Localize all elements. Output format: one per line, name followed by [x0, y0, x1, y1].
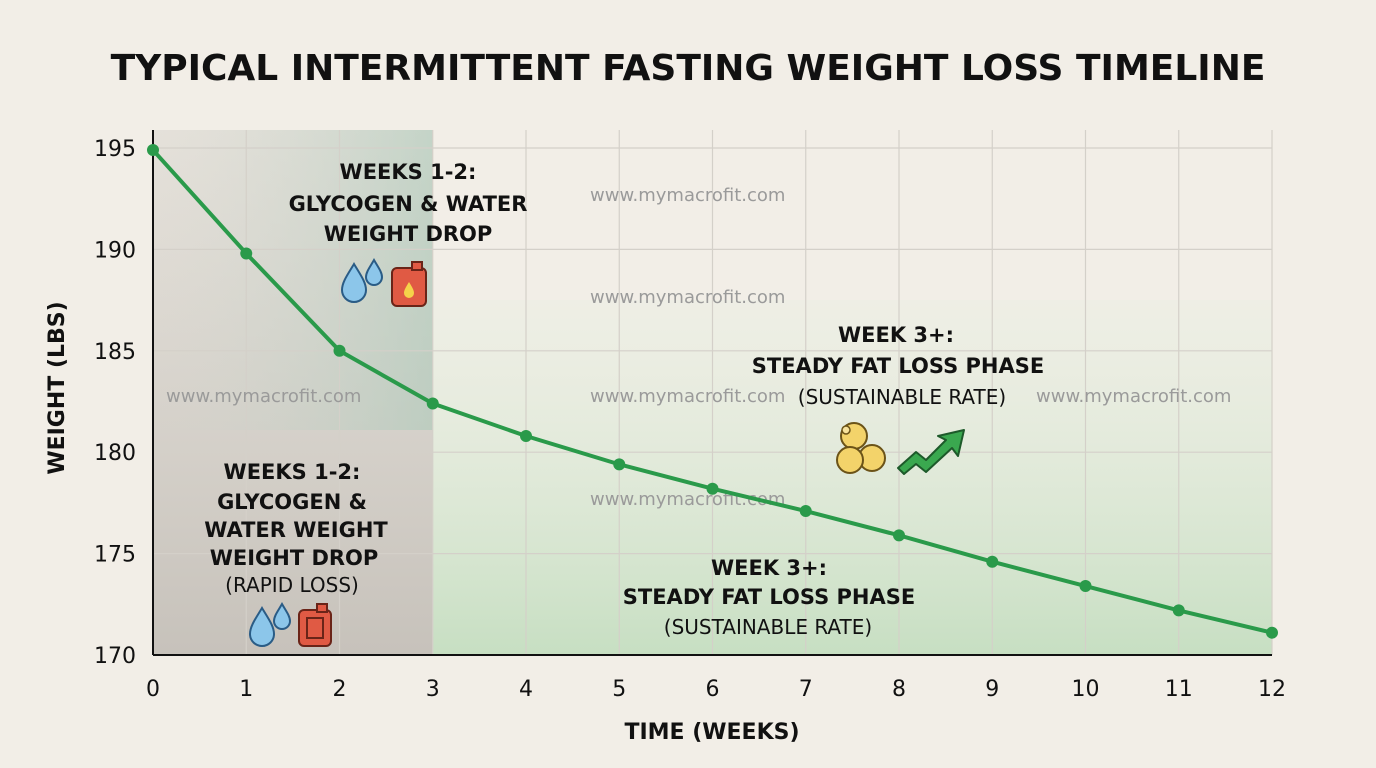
x-tick-label: 7: [799, 677, 813, 702]
fuel-can-icon: [298, 603, 332, 647]
x-tick-label: 8: [892, 677, 906, 702]
data-point: [147, 144, 159, 157]
x-tick-label: 6: [706, 677, 720, 702]
y-tick-labels: 195 190 185 180 175 170: [94, 137, 136, 669]
trend-arrow-icon: [897, 429, 965, 475]
series-weight: [147, 144, 1278, 639]
x-tick-label: 12: [1258, 677, 1286, 702]
annotation-line: WEEK 3+:: [711, 556, 827, 580]
x-tick-label: 2: [333, 677, 347, 702]
watermark-text: www.mymacrofit.com: [590, 185, 785, 206]
data-point: [1079, 580, 1092, 593]
annotation-steady-lower: WEEK 3+: STEADY FAT LOSS PHASE (SUSTAINA…: [623, 556, 915, 639]
annotation-line: WEEKS 1-2:: [340, 160, 477, 184]
annotation-line: WEIGHT DROP: [324, 222, 493, 246]
y-tick-label: 195: [94, 137, 136, 162]
data-point: [799, 505, 812, 518]
y-tick-label: 190: [94, 238, 136, 263]
data-point: [426, 397, 439, 410]
watermark-text: www.mymacrofit.com: [1036, 386, 1231, 407]
annotation-note: (SUSTAINABLE RATE): [798, 385, 1006, 409]
x-tick-label: 11: [1165, 677, 1193, 702]
annotation-note: (SUSTAINABLE RATE): [664, 615, 872, 639]
annotation-line: STEADY FAT LOSS PHASE: [752, 354, 1044, 378]
annotation-rapid-lower: WEEKS 1-2: GLYCOGEN & WATER WEIGHT WEIGH…: [204, 460, 388, 597]
y-axis-label: WEIGHT (LBS): [45, 301, 70, 474]
water-drops-icon: [340, 257, 384, 303]
x-tick-label: 3: [426, 677, 440, 702]
water-drops-icon: [248, 601, 292, 647]
x-tick-label: 5: [612, 677, 626, 702]
x-tick-labels: 0 1 2 3 4 5 6 7 8 9 10 11 12: [146, 677, 1286, 702]
y-tick-label: 175: [94, 543, 136, 568]
fuel-can-icon: [391, 261, 427, 307]
annotation-line: WEEKS 1-2:: [224, 460, 361, 484]
annotation-line: WEEK 3+:: [838, 323, 954, 347]
annotation-steady-upper: WEEK 3+: STEADY FAT LOSS PHASE (SUSTAINA…: [752, 323, 1044, 409]
annotation-line: STEADY FAT LOSS PHASE: [623, 585, 915, 609]
data-point: [986, 555, 999, 568]
x-axis-label: TIME (WEEKS): [624, 720, 799, 745]
axes: [152, 130, 1272, 656]
y-tick-label: 185: [94, 340, 136, 365]
watermark-text: www.mymacrofit.com: [166, 386, 361, 407]
annotation-line: WATER WEIGHT: [204, 518, 388, 542]
y-tick-label: 170: [94, 644, 136, 669]
watermarks: www.mymacrofit.com www.mymacrofit.com www.…: [166, 185, 1231, 510]
annotation-note: (RAPID LOSS): [225, 573, 359, 597]
fat-cells-icon: [836, 422, 886, 474]
watermark-text: www.mymacrofit.com: [590, 386, 785, 407]
shaded-regions: [153, 130, 1272, 655]
data-point: [520, 429, 532, 442]
watermark-text: www.mymacrofit.com: [590, 287, 785, 308]
data-point: [893, 529, 905, 542]
data-point: [1172, 604, 1185, 617]
grid-lines: [152, 130, 1273, 656]
x-tick-label: 0: [146, 677, 160, 702]
data-point: [613, 458, 626, 471]
annotation-line: GLYCOGEN &: [217, 490, 367, 514]
annotation-line: GLYCOGEN & WATER: [289, 192, 528, 216]
data-point: [706, 482, 719, 495]
x-tick-label: 4: [519, 677, 533, 702]
x-tick-label: 1: [239, 677, 253, 702]
chart-title: TYPICAL INTERMITTENT FASTING WEIGHT LOSS…: [111, 48, 1266, 89]
y-tick-label: 180: [94, 441, 136, 466]
x-tick-label: 9: [985, 677, 999, 702]
annotation-rapid-upper: WEEKS 1-2: GLYCOGEN & WATER WEIGHT DROP: [289, 160, 528, 246]
region-steady-loss: [432, 300, 1272, 655]
data-point: [333, 344, 346, 357]
data-point: [1266, 626, 1278, 639]
data-point: [240, 247, 253, 260]
annotation-line: WEIGHT DROP: [210, 546, 379, 570]
x-tick-label: 10: [1072, 677, 1100, 702]
region-rapid-tint: [153, 130, 433, 430]
